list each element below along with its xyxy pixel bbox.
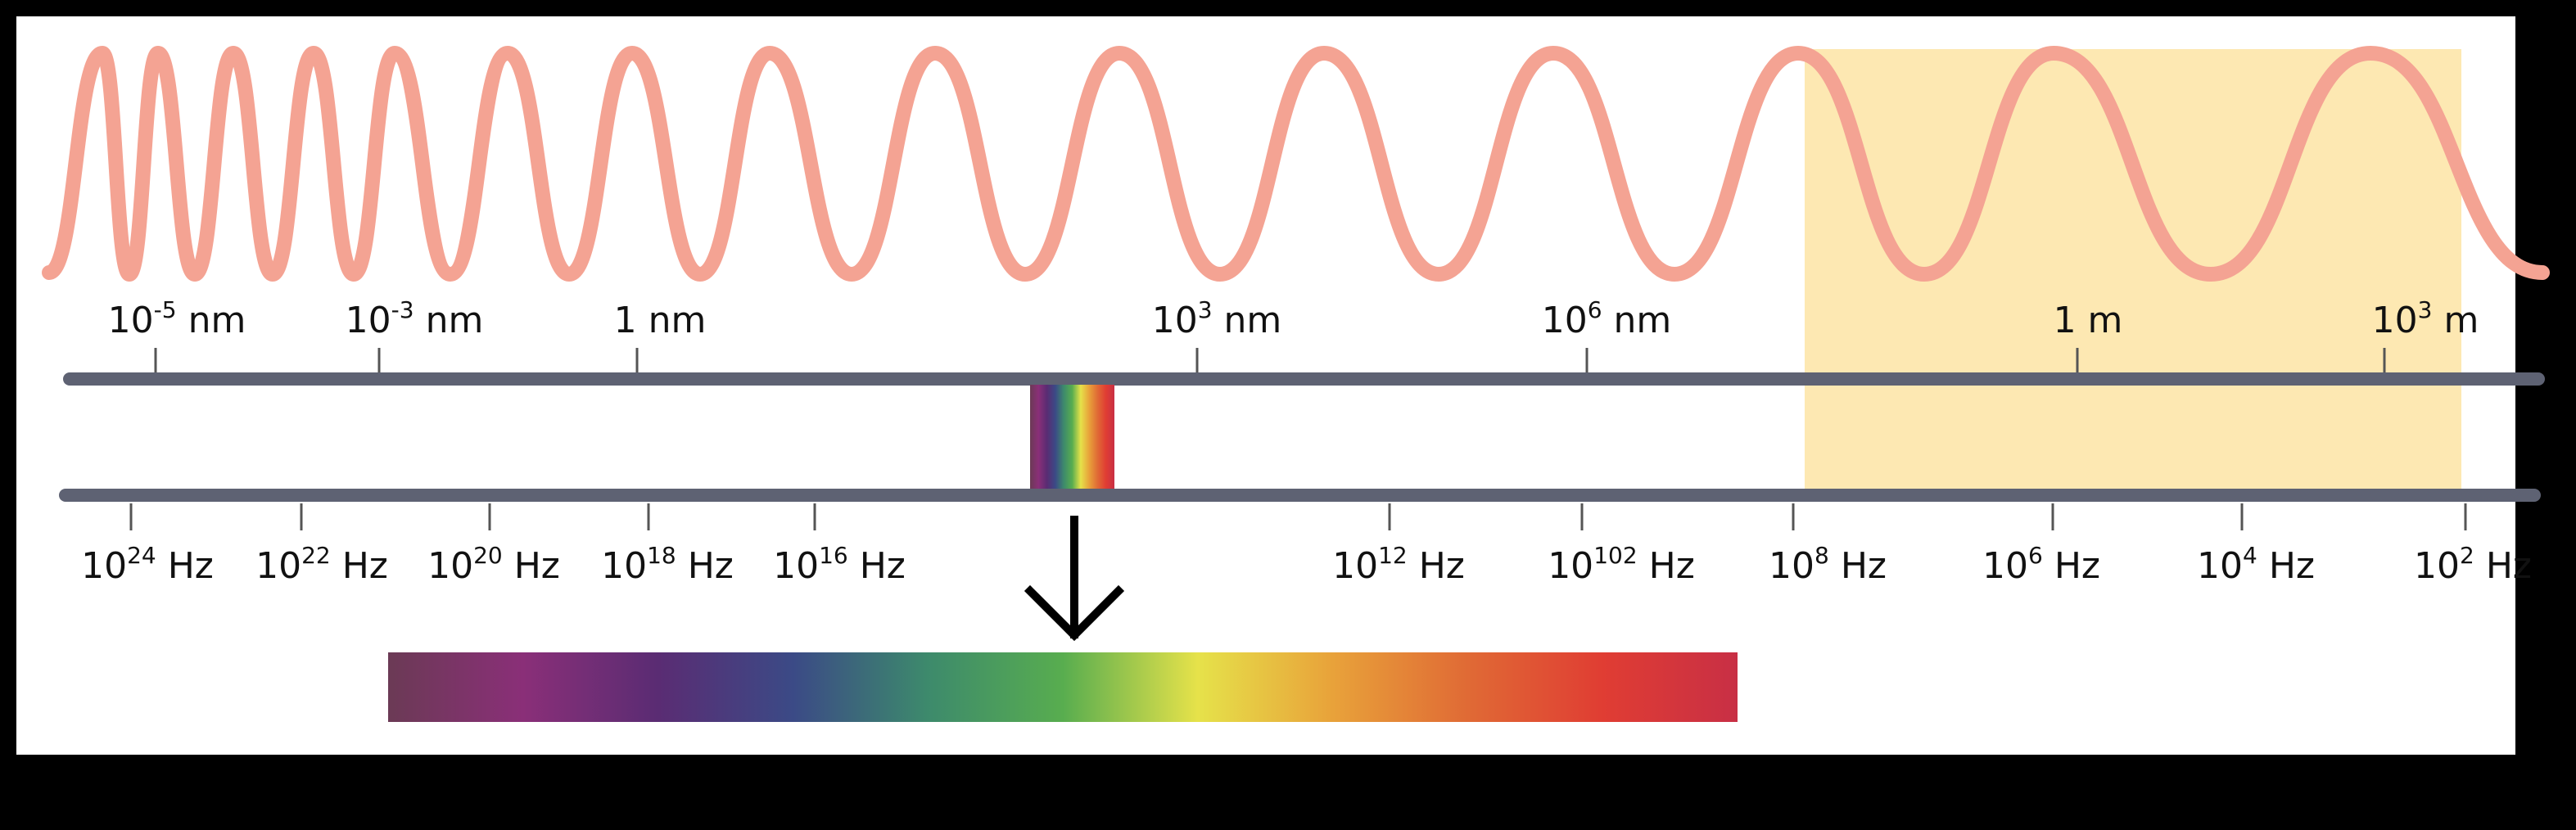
frequency-label: 10102 Hz [1548, 542, 1695, 587]
visible-spectrum-bar [388, 652, 1738, 722]
frequency-label: 1016 Hz [773, 542, 906, 587]
frequency-label-unit: Hz [1408, 545, 1465, 587]
frequency-label-unit: Hz [503, 545, 560, 587]
wavelength-label: 103 nm [1152, 296, 1282, 341]
frequency-label-unit: Hz [1829, 545, 1887, 587]
frequency-tick-marks [129, 503, 2467, 530]
frequency-label-base: 10 [1332, 545, 1378, 587]
frequency-label-exponent: 24 [127, 542, 156, 569]
wavelength-label-base: 10 [2372, 300, 2418, 341]
wavelength-label-unit: nm [177, 300, 246, 341]
wavelength-label-base: 10 [108, 300, 154, 341]
frequency-label: 1024 Hz [81, 542, 214, 587]
frequency-label-unit: Hz [2257, 545, 2315, 587]
frequency-label-base: 10 [2414, 545, 2460, 587]
frequency-label: 1022 Hz [255, 542, 388, 587]
frequency-labels: 1024 Hz 1022 Hz 1020 Hz 1018 Hz 1016 Hz 1012 … [81, 542, 2532, 587]
down-arrow-icon [1024, 516, 1125, 642]
frequency-label-base: 10 [255, 545, 301, 587]
wavelength-label-unit: nm [1602, 300, 1672, 341]
frequency-label-exponent: 4 [2243, 542, 2257, 569]
wavelength-label-exponent: -3 [391, 296, 414, 323]
frequency-label-unit: Hz [1638, 545, 1695, 587]
wavelength-label-unit: m [2432, 300, 2479, 341]
wavelength-label-base: 10 [1542, 300, 1588, 341]
wavelength-label-unit: nm [1213, 300, 1282, 341]
wavelength-label-exponent: 6 [1588, 296, 1602, 323]
wavelength-label: 10-3 nm [346, 296, 484, 341]
wavelength-label: 106 nm [1542, 296, 1672, 341]
wavelength-label-exponent: -5 [154, 296, 177, 323]
frequency-label-exponent: 2 [2460, 542, 2474, 569]
frequency-label-exponent: 6 [2028, 542, 2043, 569]
frequency-label-base: 10 [601, 545, 647, 587]
frequency-label-exponent: 102 [1593, 542, 1637, 569]
frequency-label: 1012 Hz [1332, 542, 1465, 587]
wavelength-tick-marks [154, 348, 2386, 372]
frequency-label-exponent: 18 [647, 542, 676, 569]
wavelength-label-base: 10 [1152, 300, 1198, 341]
frequency-label-exponent: 22 [301, 542, 331, 569]
frequency-label-base: 10 [1769, 545, 1814, 587]
wavelength-label: 1 m [2054, 300, 2123, 341]
frequency-label-exponent: 16 [819, 542, 848, 569]
frequency-label: 104 Hz [2197, 542, 2315, 587]
frequency-label-unit: Hz [2474, 545, 2532, 587]
frequency-label-base: 10 [81, 545, 127, 587]
frequency-label: 102 Hz [2414, 542, 2532, 587]
wavelength-label-base: 1 m [2054, 300, 2123, 341]
frequency-label-base: 10 [1548, 545, 1593, 587]
frequency-label-unit: Hz [676, 545, 734, 587]
wavelength-label: 103 m [2372, 296, 2479, 341]
wavelength-label-base: 10 [346, 300, 391, 341]
wavelength-label-exponent: 3 [2418, 296, 2433, 323]
frequency-label: 1020 Hz [427, 542, 560, 587]
wavelength-label-exponent: 3 [1198, 296, 1213, 323]
frequency-label-unit: Hz [331, 545, 388, 587]
frequency-label-base: 10 [2197, 545, 2243, 587]
frequency-label-unit: Hz [156, 545, 214, 587]
frequency-label-base: 10 [427, 545, 473, 587]
frequency-label-exponent: 12 [1378, 542, 1408, 569]
wavelength-label: 10-5 nm [108, 296, 246, 341]
wavelength-label-base: 1 nm [614, 300, 707, 341]
frequency-label-exponent: 8 [1814, 542, 1829, 569]
frequency-label-base: 10 [773, 545, 819, 587]
wavelength-labels: 10-5 nm 10-3 nm 1 nm 103 nm 106 nm 1 m 103 m [108, 296, 2479, 341]
frequency-label: 1018 Hz [601, 542, 734, 587]
frequency-label-unit: Hz [2043, 545, 2100, 587]
wave-curve [42, 46, 2550, 282]
visible-band-strip [1030, 385, 1114, 491]
frequency-label-unit: Hz [848, 545, 906, 587]
wavelength-label: 1 nm [614, 300, 707, 341]
wavelength-label-unit: nm [414, 300, 484, 341]
frequency-label-exponent: 20 [473, 542, 503, 569]
frequency-label: 106 Hz [1982, 542, 2100, 587]
frequency-label-base: 10 [1982, 545, 2028, 587]
frequency-label: 108 Hz [1769, 542, 1887, 587]
